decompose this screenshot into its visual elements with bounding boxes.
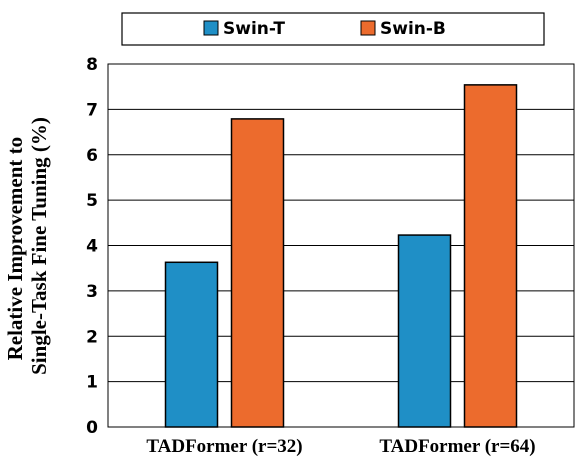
bar-swin-t-1	[397, 234, 452, 428]
legend-swatch-swin-b	[360, 20, 376, 36]
y-tick-label: 2	[86, 327, 98, 347]
bars	[164, 84, 518, 428]
legend-box	[121, 12, 545, 46]
y-axis-title-line-2: Single-Task Fine Tuning (%)	[27, 117, 51, 375]
bar-swin-t-0	[164, 261, 219, 428]
y-tick-label: 6	[86, 146, 98, 166]
legend: Swin-T Swin-B	[121, 12, 545, 46]
y-axis-title-line-1: Relative Improvement to	[3, 137, 27, 361]
y-tick-label: 1	[86, 373, 98, 393]
y-tick-label: 4	[86, 237, 98, 257]
legend-label-swin-t: Swin-T	[223, 19, 285, 39]
legend-swatch-swin-t	[203, 20, 219, 36]
x-category-label: TADFormer (r=64)	[379, 436, 535, 457]
y-tick-label: 0	[86, 418, 98, 438]
y-tick-label: 3	[86, 282, 98, 302]
y-tick-labels: 0 1 2 3 4 5 6 7 8	[86, 55, 98, 438]
y-tick-label: 8	[86, 55, 98, 75]
y-tick-label: 7	[86, 100, 98, 120]
legend-label-swin-b: Swin-B	[380, 19, 446, 39]
x-category-label: TADFormer (r=32)	[146, 436, 302, 457]
bar-swin-b-1	[463, 84, 518, 428]
y-tick-label: 5	[86, 191, 98, 211]
y-axis-title: Relative Improvement to Single-Task Fine…	[3, 117, 51, 375]
category-labels: TADFormer (r=32) TADFormer (r=64)	[146, 436, 535, 457]
bar-swin-b-0	[230, 118, 285, 428]
